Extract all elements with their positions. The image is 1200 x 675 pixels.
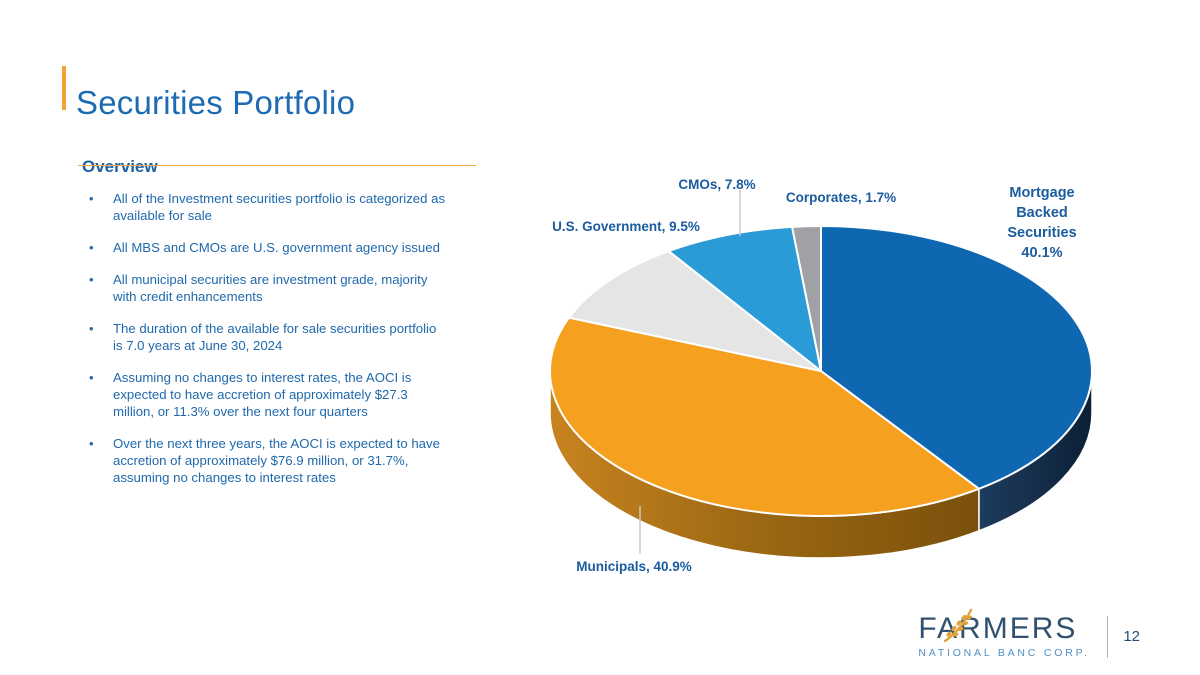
overview-bullets: All of the Investment securities portfol…	[86, 190, 480, 501]
farmers-logo: FARMERS NATIONAL BANC CORP.	[918, 608, 1090, 659]
bullet-item: All of the Investment securities portfol…	[86, 190, 480, 224]
pie-label-cmos: CMOs, 7.8%	[678, 177, 756, 192]
bullet-item: All MBS and CMOs are U.S. government age…	[86, 239, 480, 256]
footer-divider	[1106, 615, 1109, 658]
overview-underline	[78, 165, 476, 167]
page-title: Securities Portfolio	[76, 84, 356, 122]
overview-heading: Overview	[82, 157, 158, 177]
pie-label-corporates: Corporates, 1.7%	[785, 190, 897, 205]
pie-label-mortgage-backed-securities: Mortgage Backed Securities 40.1%	[1007, 185, 1077, 261]
bullet-item: All municipal securities are investment …	[86, 271, 480, 305]
footer: FARMERS NATIONAL BANC CORP. 12	[918, 608, 1140, 659]
farmers-logo-wordmark: FARMERS	[918, 612, 1078, 645]
bullet-item: Assuming no changes to interest rates, t…	[86, 369, 480, 420]
pie-label-municipals: Municipals, 40.9%	[576, 559, 692, 574]
pie-label-us-government: U.S. Government, 9.5%	[552, 219, 700, 234]
bullet-item: The duration of the available for sale s…	[86, 320, 480, 354]
bullet-item: Over the next three years, the AOCI is e…	[86, 435, 480, 486]
page-number: 12	[1123, 628, 1140, 645]
title-accent-bar	[62, 66, 66, 110]
farmers-logo-subtext: NATIONAL BANC CORP.	[918, 647, 1090, 659]
